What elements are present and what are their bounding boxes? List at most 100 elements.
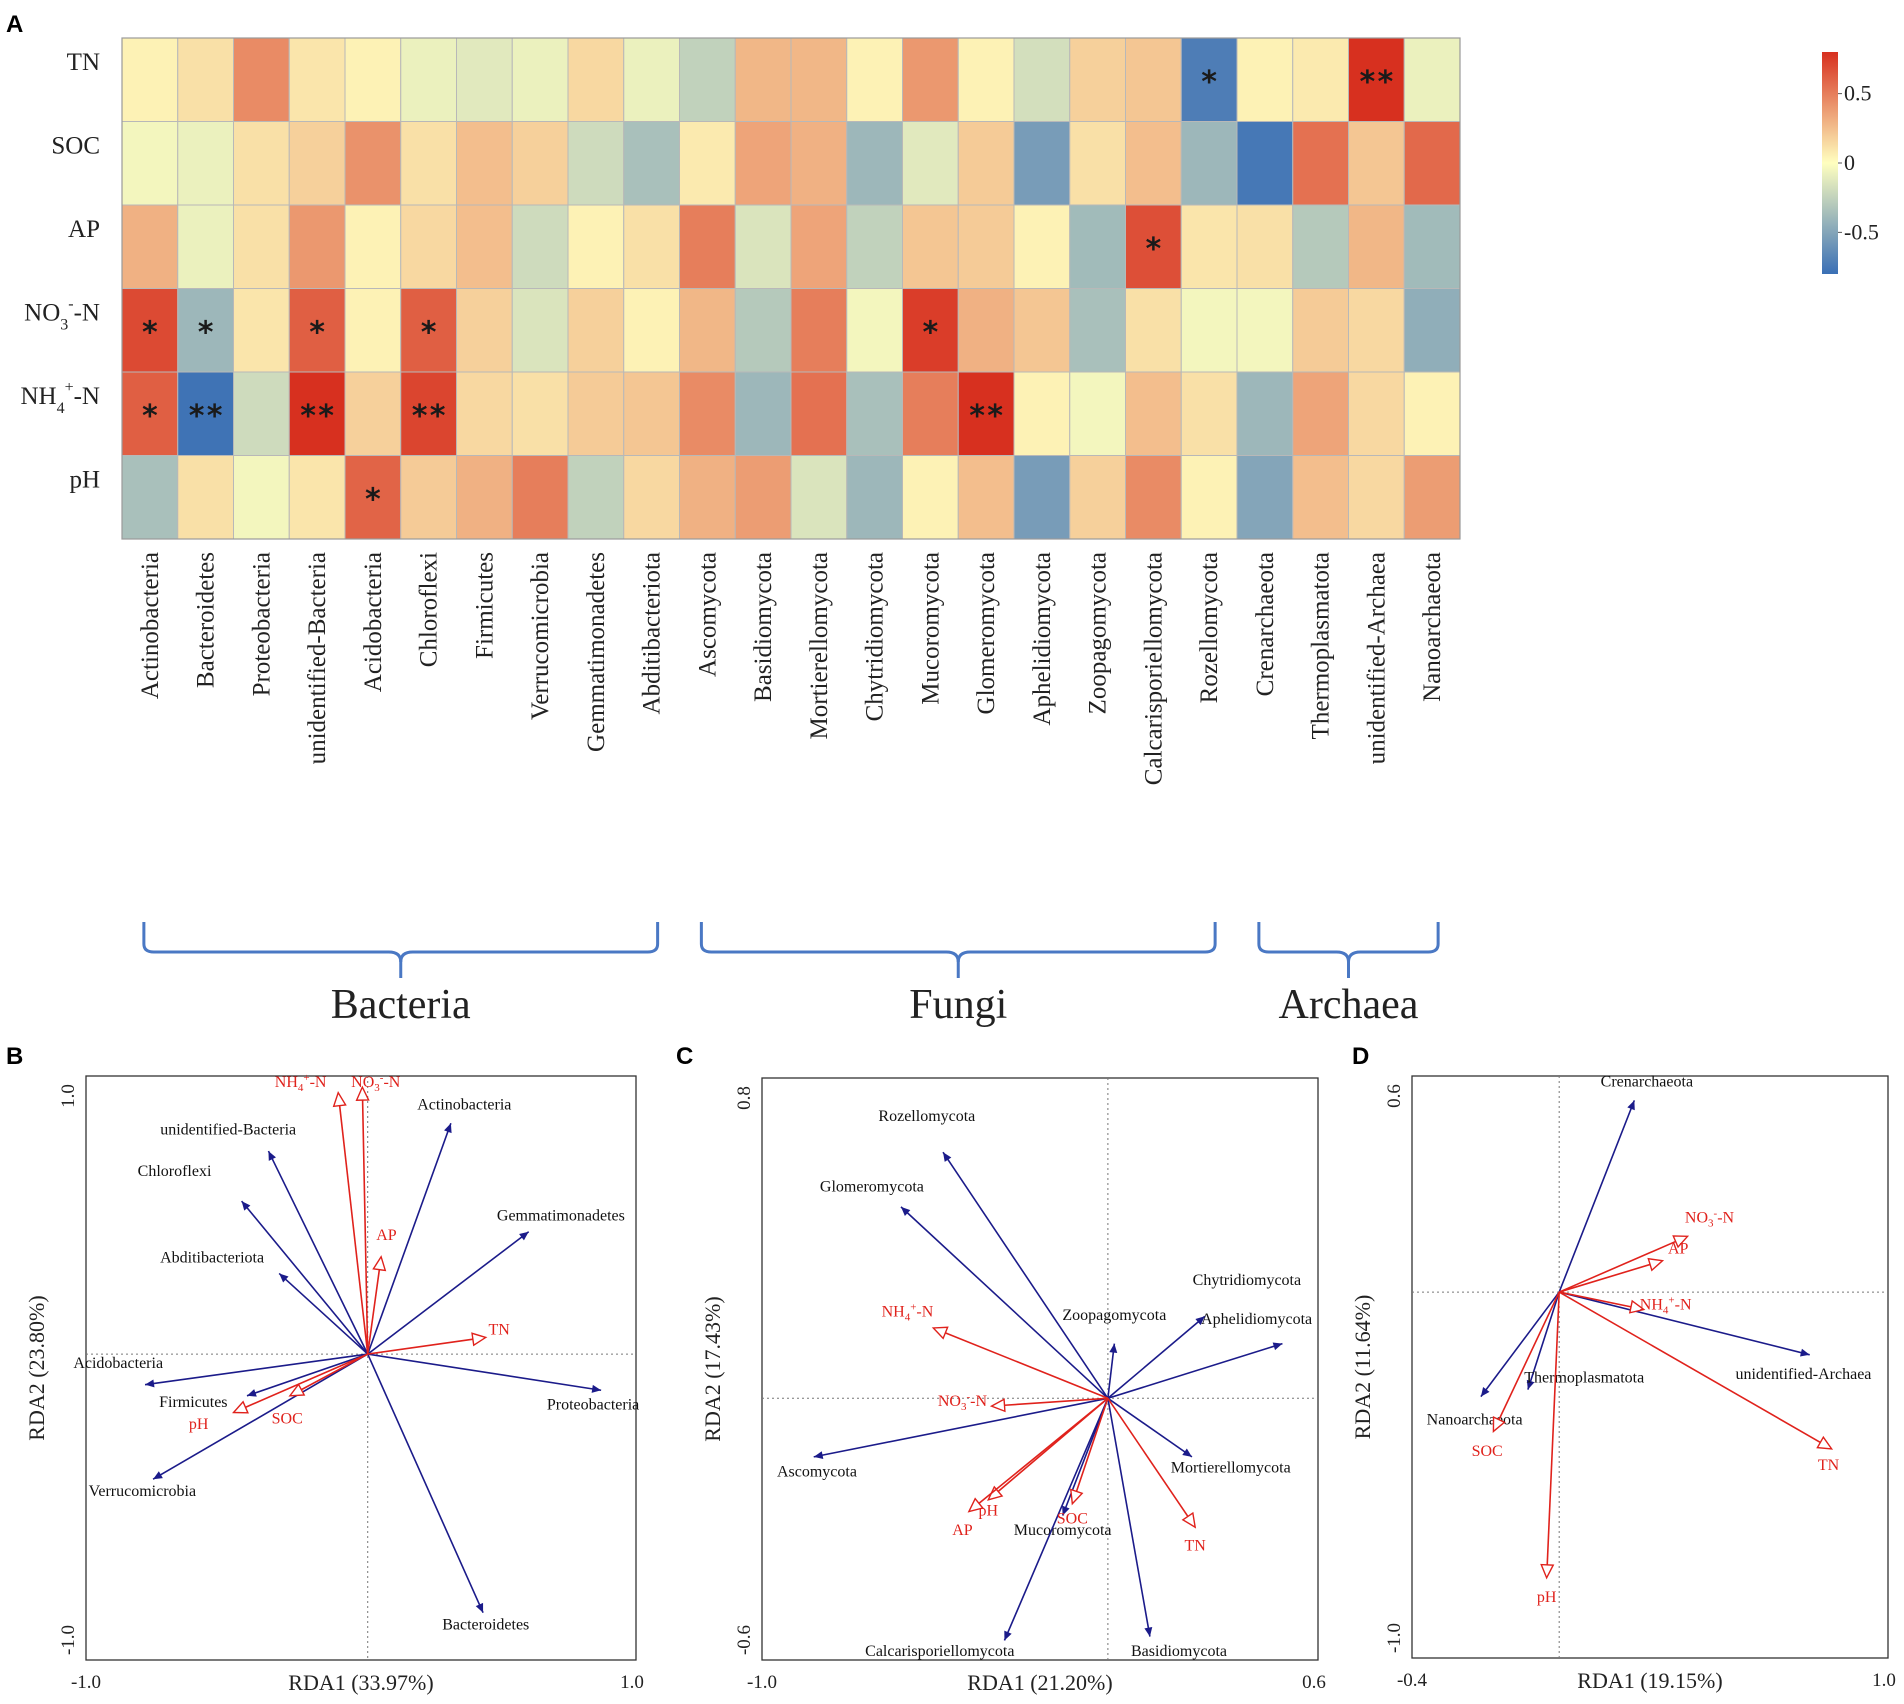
y-tick-label: 1.0 <box>58 1084 79 1108</box>
rda-plot-fungi: -1.0 0.6 0.8 -0.6 RDA1 (21.20%) RDA2 (17.43%)… <box>700 1077 1326 1695</box>
heatmap-cell <box>679 455 736 540</box>
heatmap-cell <box>567 371 625 456</box>
heatmap-cell <box>121 121 179 206</box>
heatmap-cell <box>121 204 179 289</box>
species-label-chytridiomycota: Chytridiomycota <box>1193 1272 1301 1289</box>
heatmap-cell <box>957 455 1015 540</box>
column-label-rozellomycota: Rozellomycota <box>1196 552 1223 703</box>
env-label-soc: SOC <box>1057 1510 1088 1527</box>
env-arrowhead <box>1069 1488 1084 1506</box>
species-arrowhead <box>943 1152 952 1162</box>
species-arrow-aphelidiomycota <box>1107 1342 1283 1400</box>
row-label-tn: TN <box>67 49 100 76</box>
heatmap-cell <box>957 288 1015 373</box>
heatmap-cell <box>1069 288 1126 373</box>
env-arrowhead <box>1647 1257 1665 1272</box>
column-label-crenarchaeota: Crenarchaeota <box>1252 552 1279 696</box>
species-arrow-gemmatimonadetes <box>367 1231 530 1355</box>
species-arrow-rozellomycota <box>942 1151 1109 1399</box>
heatmap-cell <box>1348 37 1405 122</box>
heatmap-cell <box>1069 37 1126 122</box>
env-arrowhead <box>931 1326 949 1340</box>
y-tick-label: 0.8 <box>734 1086 755 1110</box>
x-axis-label: RDA1 (21.20%) <box>967 1670 1112 1695</box>
species-arrow-calcarisporiellomycota <box>1003 1397 1109 1641</box>
column-label-acidobacteria: Acidobacteria <box>360 552 387 692</box>
env-label-ap: AP <box>952 1522 973 1539</box>
heatmap-cell <box>623 455 680 540</box>
heatmap-cell <box>177 455 234 540</box>
heatmap-cell <box>1013 455 1071 540</box>
heatmap-cell <box>790 371 848 456</box>
species-arrow-basidiomycota <box>1107 1398 1151 1637</box>
heatmap-cell <box>177 371 234 456</box>
column-label-unidentified-archaea: unidentified-Archaea <box>1363 552 1390 764</box>
heatmap-cell <box>734 204 792 289</box>
significance-mark: ** <box>299 399 335 434</box>
column-label-calcarisporiellomycota: Calcarisporiellomycota <box>1140 552 1167 785</box>
env-label-ap: AP <box>376 1227 397 1244</box>
env-label-ph: pH <box>978 1502 998 1519</box>
heatmap-cell <box>1292 37 1349 122</box>
heatmap-cell <box>734 288 792 373</box>
group-bracket-fungi <box>699 922 1217 963</box>
species-label-acidobacteria: Acidobacteria <box>73 1355 163 1372</box>
species-arrow-crenarchaeota <box>1558 1100 1636 1293</box>
species-label-abditibacteriota: Abditibacteriota <box>160 1249 264 1266</box>
heatmap-cell <box>1125 204 1182 289</box>
species-label-firmicutes: Firmicutes <box>159 1394 227 1411</box>
env-label-no3-n: NO3--N <box>938 1391 988 1413</box>
env-arrowhead <box>372 1255 387 1272</box>
heatmap-cell <box>1125 37 1182 122</box>
species-label-glomeromycota: Glomeromycota <box>820 1178 924 1195</box>
heatmap-cell <box>233 371 290 456</box>
env-arrowhead <box>967 1497 984 1513</box>
env-arrowhead <box>332 1091 347 1108</box>
significance-mark: * <box>308 315 326 350</box>
heatmap-cell <box>121 288 179 373</box>
column-label-basidiomycota: Basidiomycota <box>750 552 777 702</box>
env-arrow-ap <box>976 1397 1109 1506</box>
heatmap-cell <box>1236 204 1294 289</box>
env-label-no3-n: NO3--N <box>351 1072 401 1094</box>
env-arrowhead <box>1816 1435 1834 1450</box>
species-label-calcarisporiellomycota: Calcarisporiellomycota <box>865 1643 1014 1660</box>
significance-mark: * <box>1144 232 1162 267</box>
significance-mark: * <box>141 399 159 434</box>
heatmap-cell <box>846 121 903 206</box>
y-axis-label: RDA2 (17.43%) <box>700 1296 725 1441</box>
heatmap-cell <box>567 37 625 122</box>
heatmap-cell <box>344 455 402 540</box>
species-label-basidiomycota: Basidiomycota <box>1131 1643 1227 1660</box>
heatmap-cell <box>1403 37 1461 122</box>
x-tick-label: -1.0 <box>747 1672 777 1693</box>
species-label-proteobacteria: Proteobacteria <box>547 1397 639 1414</box>
species-arrowhead <box>153 1471 163 1480</box>
heatmap-cell <box>846 455 903 540</box>
heatmap-cell <box>957 37 1015 122</box>
group-label-bacteria: Bacteria <box>331 982 471 1028</box>
heatmap-cell <box>679 204 736 289</box>
env-label-nh4-n: NH4+-N <box>275 1072 327 1094</box>
species-arrow-acidobacteria <box>144 1353 368 1386</box>
y-axis-label: RDA2 (11.64%) <box>1350 1295 1375 1440</box>
species-arrowhead <box>246 1389 257 1397</box>
heatmap-cell <box>1125 455 1182 540</box>
heatmap-cell <box>1180 288 1238 373</box>
heatmap-cell <box>1403 121 1461 206</box>
column-label-aphelidiomycota: Aphelidiomycota <box>1029 552 1056 726</box>
env-arrow-ap <box>366 1267 381 1355</box>
y-tick-label: 0.6 <box>1384 1084 1405 1108</box>
row-label-no3-n: NO3--N <box>24 296 100 334</box>
species-arrow-unidentified-bacteria <box>267 1150 369 1355</box>
species-label-bacteroidetes: Bacteroidetes <box>442 1616 529 1633</box>
group-label-archaea: Archaea <box>1279 982 1419 1028</box>
heatmap-cell <box>902 288 959 373</box>
heatmap-cell <box>233 455 290 540</box>
significance-mark: ** <box>1358 65 1394 100</box>
y-tick-label: -0.6 <box>734 1625 755 1655</box>
y-tick-label: -1.0 <box>58 1625 79 1655</box>
heatmap-cell <box>623 121 680 206</box>
env-label-ph: pH <box>189 1416 209 1433</box>
heatmap-cell <box>1236 371 1294 456</box>
